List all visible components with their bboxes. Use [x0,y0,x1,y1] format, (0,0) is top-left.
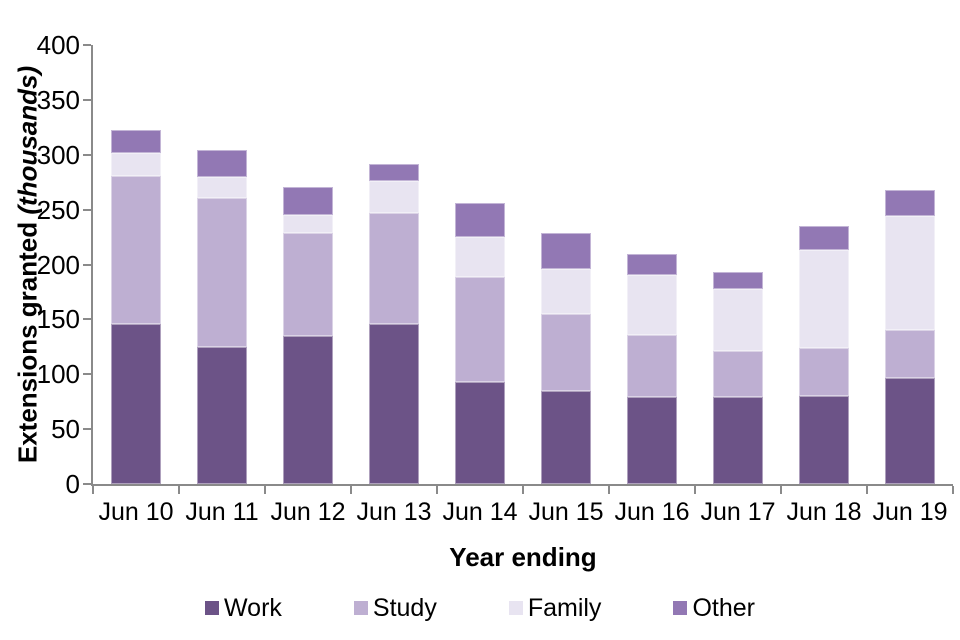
bar-segment-study-jun-10 [111,175,161,324]
bar-segment-study-jun-16 [627,334,677,398]
bar-segment-study-jun-13 [369,212,419,324]
bar-segment-family-jun-13 [369,181,419,213]
y-axis-tick [83,263,91,266]
x-axis-tick [694,486,696,494]
y-axis-tick [83,153,91,156]
legend-item-study: Study [353,593,437,623]
legend-label-other: Other [692,594,755,622]
bar-segment-other-jun-12 [283,186,333,216]
x-tick-label: Jun 15 [528,498,604,526]
x-tick-label: Jun 19 [872,498,948,526]
x-tick-label: Jun 11 [185,498,259,526]
bar-segment-study-jun-18 [799,347,849,397]
legend: Work Study Family Other [0,593,960,623]
bar-segment-work-jun-15 [541,390,591,484]
y-tick-label: 400 [36,30,80,60]
x-tick-label: Jun 13 [356,498,432,526]
y-tick-label: 300 [36,139,80,170]
x-axis-line [91,484,953,486]
x-axis-tick [608,486,610,494]
x-tick-label: Jun 16 [614,498,690,526]
bar-segment-family-jun-11 [197,176,247,198]
x-axis-tick [952,486,954,494]
legend-swatch-other [673,601,688,615]
y-tick-label: 0 [65,469,80,499]
bar-segment-work-jun-16 [627,397,677,484]
bar-segment-study-jun-14 [455,276,505,382]
legend-swatch-work [205,601,220,615]
bar-segment-other-jun-17 [713,272,763,289]
x-tick-label: Jun 18 [786,498,862,526]
y-axis-tick [83,483,91,485]
legend-item-other: Other [673,593,755,623]
x-axis-tick [522,486,524,494]
bar-segment-family-jun-12 [283,215,333,233]
bar-segment-family-jun-10 [111,152,161,176]
bar-segment-other-jun-15 [541,232,591,269]
y-axis-tick [83,318,91,321]
x-axis-tick [264,486,266,494]
y-axis-tick [83,373,91,376]
y-axis-tick [83,44,91,46]
x-tick-label: Jun 10 [98,498,174,526]
x-axis-title: Year ending [449,542,597,572]
y-tick-label: 150 [36,304,80,335]
legend-label-work: Work [224,594,282,622]
bar-segment-other-jun-16 [627,253,677,276]
y-tick-label: 50 [51,414,80,445]
bar-segment-study-jun-11 [197,197,247,347]
bar-segment-family-jun-16 [627,275,677,335]
y-axis-tick [83,428,91,431]
x-axis-tick [178,486,180,494]
y-axis-tick [83,98,91,101]
bar-segment-work-jun-19 [885,377,935,484]
y-axis-line [91,45,93,486]
x-axis-tick [780,486,782,494]
legend-label-study: Study [372,594,437,622]
bar-segment-other-jun-14 [455,203,505,238]
y-tick-label: 250 [36,194,80,225]
bar-segment-family-jun-18 [799,250,849,348]
bar-segment-work-jun-13 [369,323,419,484]
y-tick-label: 200 [36,249,80,280]
bar-segment-work-jun-14 [455,381,505,484]
x-axis-tick [866,486,868,494]
bar-segment-work-jun-17 [713,397,763,484]
bar-segment-other-jun-18 [799,226,849,251]
bar-segment-other-jun-10 [111,129,161,153]
x-axis-tick [92,486,94,494]
legend-item-family: Family [508,593,602,623]
bar-segment-family-jun-19 [885,216,935,331]
legend-item-work: Work [205,593,282,623]
legend-swatch-family [508,601,523,615]
bar-segment-study-jun-17 [713,351,763,398]
bar-segment-family-jun-17 [713,288,763,352]
bar-segment-work-jun-18 [799,396,849,484]
y-tick-label: 350 [36,84,80,115]
y-tick-label: 100 [36,359,80,390]
bar-segment-study-jun-19 [885,330,935,378]
bar-segment-study-jun-15 [541,313,591,391]
bar-segment-other-jun-11 [197,150,247,177]
x-axis-tick [350,486,352,494]
bar-segment-work-jun-11 [197,346,247,484]
bar-segment-work-jun-12 [283,335,333,484]
bar-segment-work-jun-10 [111,323,161,484]
x-tick-label: Jun 14 [442,498,518,526]
bar-segment-other-jun-13 [369,163,419,182]
legend-swatch-study [353,601,368,615]
bar-segment-study-jun-12 [283,232,333,336]
bar-segment-family-jun-14 [455,237,505,277]
legend-label-family: Family [527,594,602,622]
x-tick-label: Jun 12 [270,498,346,526]
bar-segment-other-jun-19 [885,189,935,217]
x-tick-label: Jun 17 [700,498,776,526]
x-axis-tick [436,486,438,494]
bar-segment-family-jun-15 [541,268,591,314]
y-axis-tick [83,208,91,211]
